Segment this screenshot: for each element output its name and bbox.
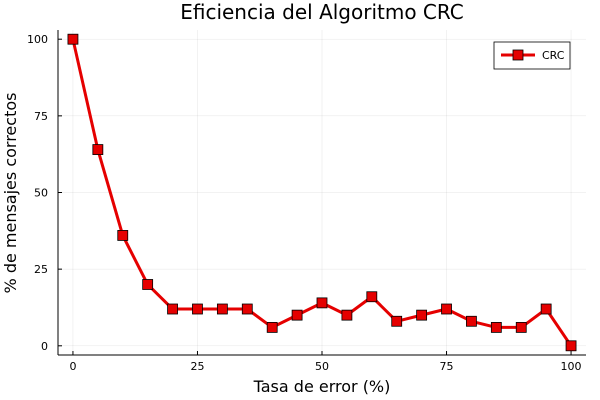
tick-labels: 0 25 50 75 100 0 25 50 75 100 <box>27 33 582 373</box>
x-tick-label: 50 <box>315 360 329 373</box>
x-axis-title: Tasa de error (%) <box>253 377 391 396</box>
data-point <box>490 322 502 333</box>
x-tick-label: 75 <box>440 360 454 373</box>
data-point <box>241 303 253 315</box>
y-tick-label: 50 <box>34 187 48 200</box>
legend-marker <box>512 49 524 61</box>
x-tick-label: 25 <box>190 360 204 373</box>
data-point <box>192 303 203 315</box>
y-tick-label: 25 <box>34 263 48 276</box>
data-point <box>391 315 403 327</box>
y-axis-title: % de mensajes correctos <box>1 93 20 294</box>
data-point <box>92 144 104 155</box>
data-point <box>167 303 178 315</box>
data-point <box>117 230 129 241</box>
data-point <box>366 291 378 303</box>
data-point <box>515 322 527 333</box>
x-tick-label: 0 <box>69 360 76 373</box>
x-tick-label: 100 <box>561 360 582 373</box>
chart-title: Eficiencia del Algoritmo CRC <box>180 0 464 24</box>
series-layer <box>67 33 577 352</box>
data-point <box>316 297 328 309</box>
axes <box>57 30 586 356</box>
data-point <box>341 309 353 321</box>
data-point <box>291 309 303 321</box>
data-point <box>466 315 477 327</box>
data-point <box>540 303 552 315</box>
data-point <box>416 309 428 321</box>
y-tick-label: 100 <box>27 33 48 46</box>
data-point <box>266 322 278 333</box>
data-point <box>67 33 79 45</box>
data-point <box>565 340 577 352</box>
data-point <box>216 303 228 315</box>
legend: CRC <box>493 41 571 70</box>
data-point <box>142 279 154 290</box>
y-tick-label: 0 <box>41 340 48 353</box>
y-tick-label: 75 <box>34 110 48 123</box>
data-point <box>441 303 452 315</box>
grid <box>58 30 586 355</box>
legend-label: CRC <box>542 49 565 62</box>
